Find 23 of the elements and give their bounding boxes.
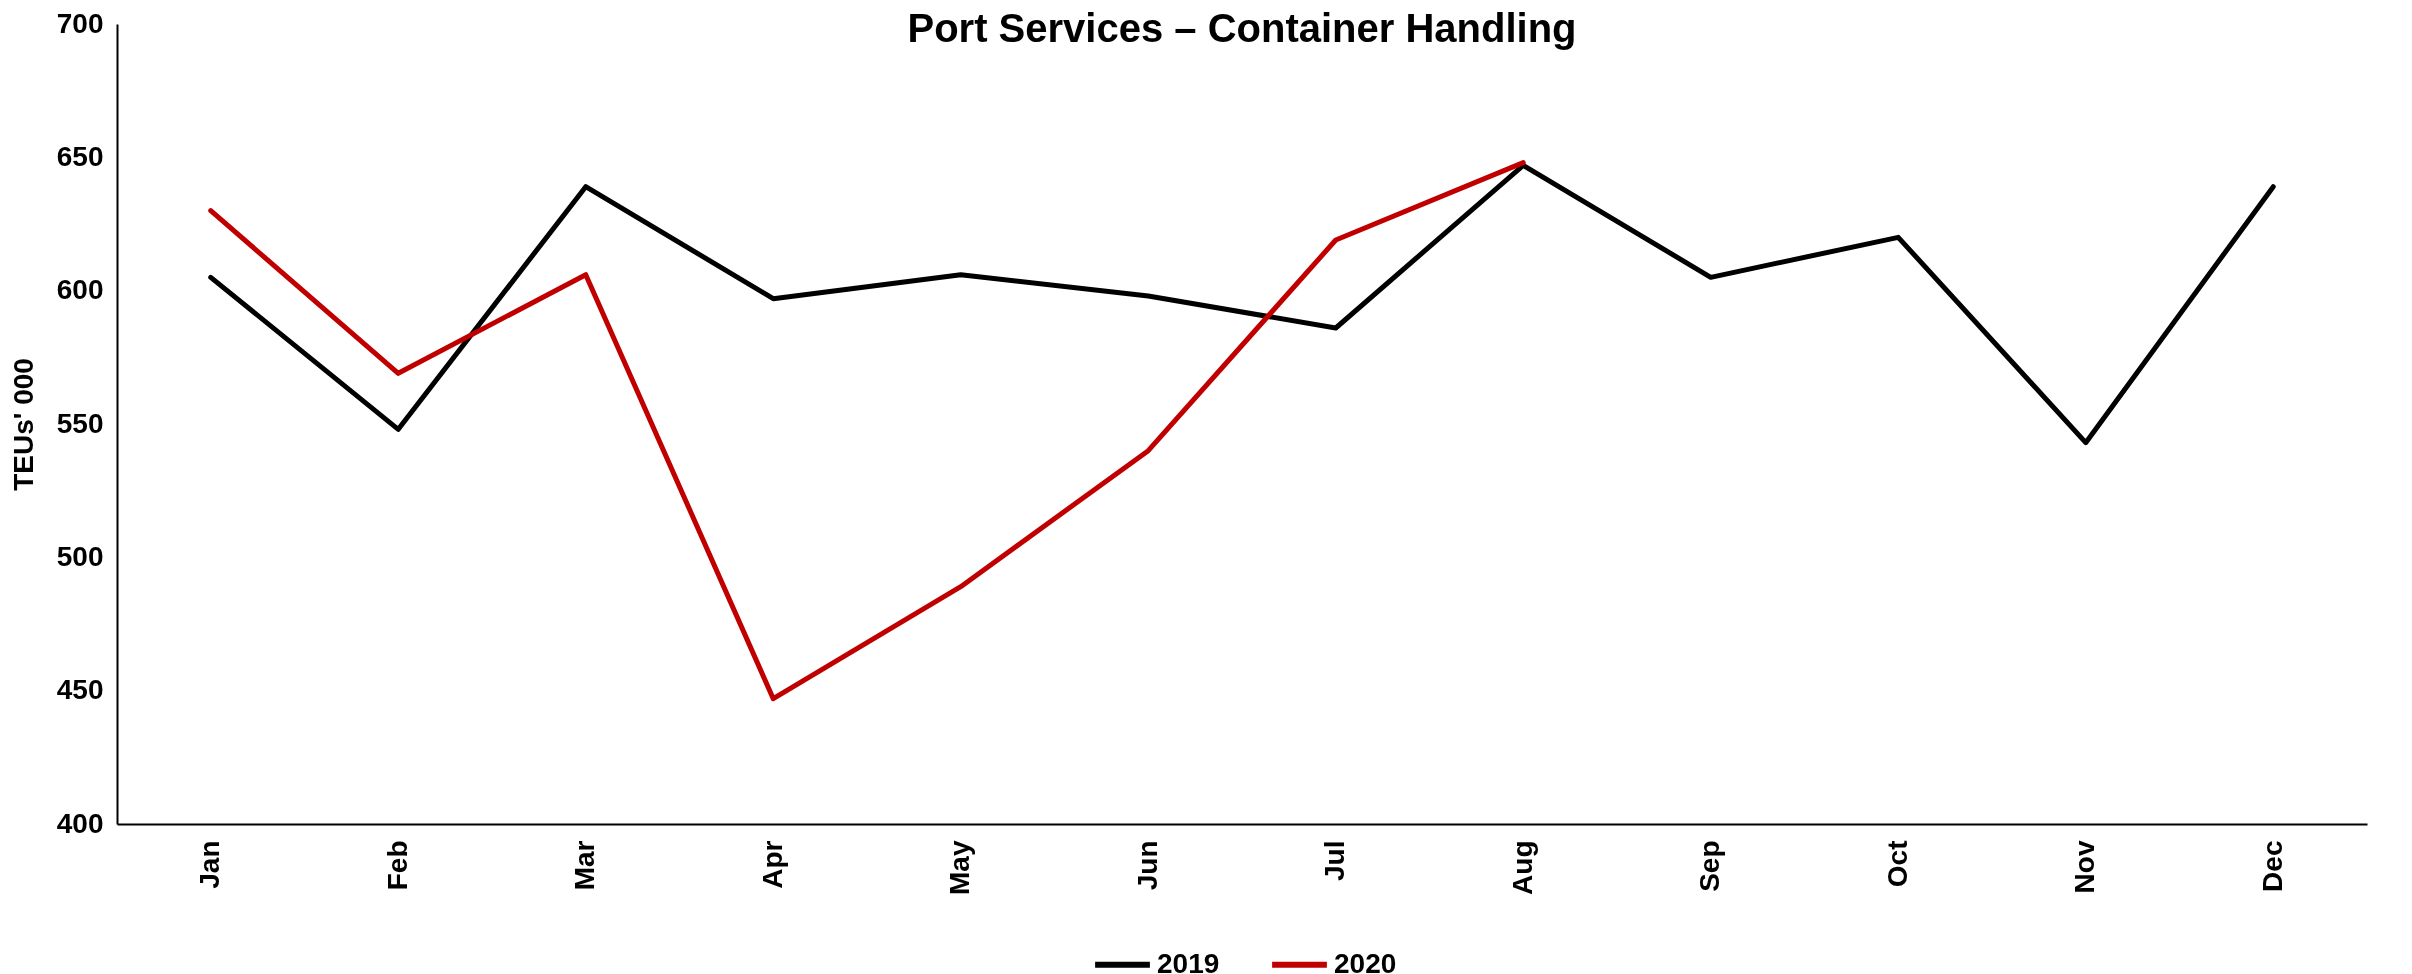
x-tick-label: May [944,840,976,895]
y-axis-title: TEUs' 000 [7,358,39,491]
legend-label: 2019 [1157,947,1220,974]
x-tick-label: Oct [1881,840,1913,888]
x-tick-label: Sep [1694,840,1726,892]
legend-label: 2020 [1334,947,1397,974]
x-tick-label: Apr [756,840,788,889]
x-tick-label: Dec [2256,840,2288,892]
y-tick-label: 450 [56,674,104,706]
x-tick-label: Feb [381,840,413,891]
chart-title: Port Services – Container Handling [907,6,1577,50]
y-tick-label: 400 [56,807,104,839]
x-tick-label: Nov [2069,840,2101,894]
y-tick-label: 700 [56,7,104,39]
y-tick-label: 650 [56,140,104,172]
x-tick-label: Aug [1506,840,1538,895]
y-tick-label: 500 [56,540,104,572]
y-tick-label: 600 [56,274,104,306]
x-tick-label: Jul [1319,840,1351,881]
x-tick-label: Mar [569,840,601,891]
x-tick-label: Jan [194,840,226,889]
y-tick-label: 550 [56,407,104,439]
x-tick-label: Jun [1131,840,1163,891]
